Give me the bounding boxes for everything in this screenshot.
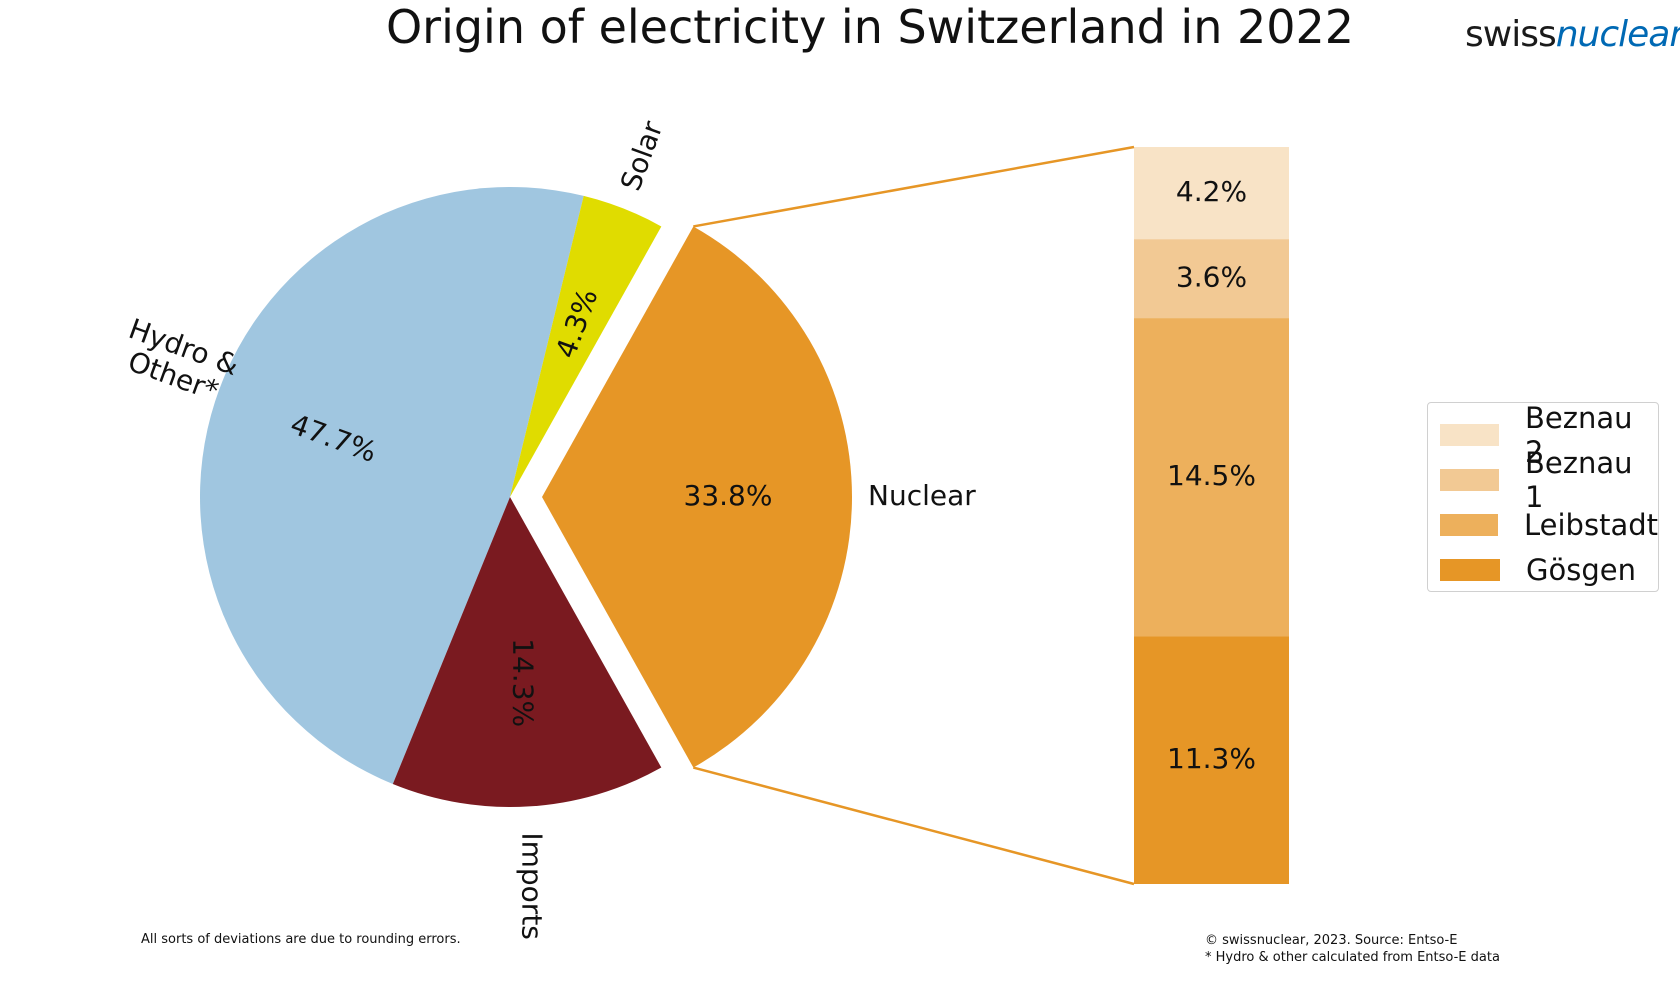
legend-label: Beznau 1 [1525,445,1633,514]
bar-pct-label-beznau-2: 4.2% [1176,175,1247,208]
legend-label: Leibstadt [1524,507,1658,542]
legend-item-leibstadt: Leibstadt [1440,502,1658,547]
pie-pct-label-imports: 14.3% [506,638,539,727]
bar-segment-beznau-2 [1134,147,1289,240]
legend-label: Gösgen [1526,552,1636,587]
bar-pct-label-gosgen: 11.3% [1167,742,1256,775]
legend-swatch [1440,423,1500,446]
legend: Beznau 2 Beznau 1 Leibstadt Gösgen [1427,401,1659,592]
legend-item-beznau-1: Beznau 1 [1440,446,1658,514]
legend-swatch [1440,468,1500,491]
pie-category-label-imports: Imports [516,832,549,940]
pie-slice-hydro-other [199,186,584,785]
footnote-line: * Hydro & other calculated from Entso-E … [1205,950,1500,965]
rounding-note: All sorts of deviations are due to round… [141,932,461,947]
connector-line-top [693,145,1135,228]
legend-label: Beznau 2 [1525,400,1633,469]
pie-slice-solar [510,195,662,498]
pie-category-label-solar: Solar [614,116,670,195]
pie-pct-label-nuclear: 33.8% [684,479,773,512]
bar-segment-leibstadt [1134,318,1289,637]
legend-swatch [1440,558,1500,581]
legend-item-beznau-2: Beznau 2 [1440,401,1658,469]
bar-segment-gosgen [1134,636,1289,884]
pie-slice-imports [392,497,662,807]
legend-item-gosgen: Gösgen [1440,547,1658,592]
chart-title: Origin of electricity in Switzerland in … [385,0,1355,54]
source-note: © swissnuclear, 2023. Source: Entso-E * … [1205,932,1500,966]
swissnuclear-logo: swissnuclear [1465,14,1680,55]
connector-line-bottom [693,766,1135,886]
bar-segment-beznau-1 [1134,239,1289,319]
logo-part-swiss: swiss [1465,14,1557,55]
logo-part-nuclear: nuclear [1555,14,1680,55]
pie-slice-nuclear [542,226,852,768]
copyright-line: © swissnuclear, 2023. Source: Entso-E [1205,933,1458,948]
legend-swatch [1440,513,1499,536]
pie-category-label-nuclear: Nuclear [868,479,976,512]
bar-pct-label-beznau-1: 3.6% [1176,261,1247,294]
bar-pct-label-leibstadt: 14.5% [1167,459,1256,492]
